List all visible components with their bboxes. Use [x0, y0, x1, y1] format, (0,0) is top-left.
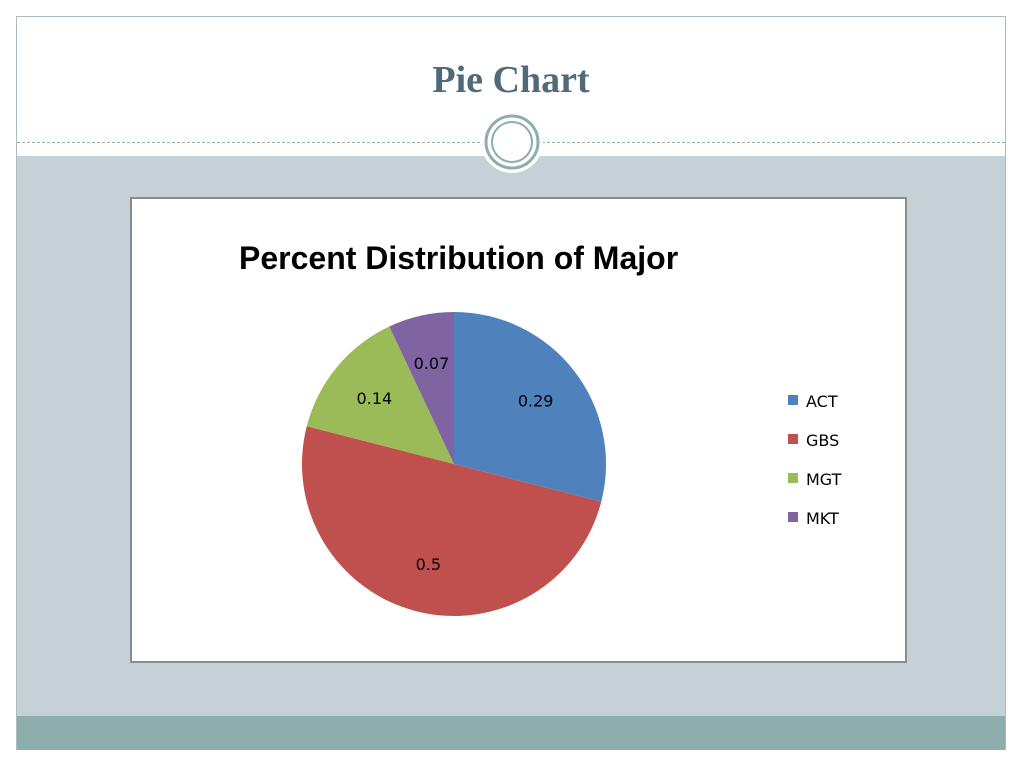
- pie-slices: [302, 312, 606, 616]
- legend-label-mgt: MGT: [806, 470, 842, 489]
- legend-swatch-mgt: [788, 473, 798, 483]
- legend-label-mkt: MKT: [806, 509, 839, 528]
- pie-slice-mgt: [306, 326, 454, 464]
- legend-label-gbs: GBS: [806, 431, 839, 450]
- slide-title: Pie Chart: [432, 59, 590, 101]
- legend-swatch-gbs: [788, 434, 798, 444]
- legend-swatch-act: [788, 395, 798, 405]
- pie-slice-mkt: [389, 312, 454, 464]
- data-label-mkt: 0.07: [414, 354, 450, 373]
- chart-legend: ACT GBS MGT MKT: [788, 392, 842, 528]
- data-label-mgt: 0.14: [357, 389, 393, 408]
- legend-swatch-mkt: [788, 512, 798, 522]
- circle-ornament-icon: [481, 111, 543, 173]
- pie-slice-gbs: [302, 426, 602, 616]
- pie-slice-act: [454, 312, 606, 502]
- chart-container: Percent Distribution of Major 0.29 0.5 0.1…: [130, 197, 907, 663]
- data-label-act: 0.29: [518, 392, 554, 411]
- data-label-gbs: 0.5: [416, 555, 441, 574]
- footer-band: [17, 716, 1005, 750]
- pie-chart: Percent Distribution of Major 0.29 0.5 0.1…: [239, 240, 842, 616]
- pie-data-labels: 0.29 0.5 0.14 0.07: [357, 354, 554, 574]
- chart-title: Percent Distribution of Major: [239, 240, 678, 276]
- legend-label-act: ACT: [806, 392, 838, 411]
